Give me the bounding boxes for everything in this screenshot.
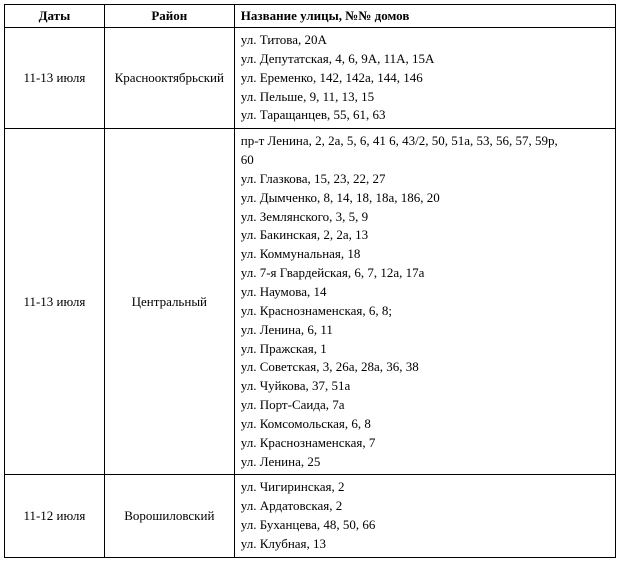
header-district: Район: [104, 5, 234, 28]
street-line: ул. Еременко, 142, 142а, 144, 146: [241, 69, 609, 88]
street-line: ул. Коммунальная, 18: [241, 245, 609, 264]
street-line: ул. Таращанцев, 55, 61, 63: [241, 106, 609, 125]
street-line: ул. Краснознаменская, 7: [241, 434, 609, 453]
table-row: 11-13 июляЦентральный пр-т Ленина, 2, 2а,…: [5, 129, 616, 475]
streets-cell: пр-т Ленина, 2, 2а, 5, 6, 41 6, 43/2, 50…: [234, 129, 615, 475]
street-line: ул. 7-я Гвардейская, 6, 7, 12а, 17а: [241, 264, 609, 283]
district-cell: Центральный: [104, 129, 234, 475]
street-line: ул. Чигиринская, 2: [241, 478, 609, 497]
street-line: ул. Ленина, 6, 11: [241, 321, 609, 340]
street-line: ул. Ленина, 25: [241, 453, 609, 472]
street-line: ул. Глазкова, 15, 23, 22, 27: [241, 170, 609, 189]
street-line: ул. Ардатовская, 2: [241, 497, 609, 516]
dates-cell: 11-13 июля: [5, 28, 105, 129]
street-line: ул. Наумова, 14: [241, 283, 609, 302]
street-line: ул. Бакинская, 2, 2а, 13: [241, 226, 609, 245]
street-line: ул. Пельше, 9, 11, 13, 15: [241, 88, 609, 107]
table-row: 11-13 июляКраснооктябрьскийул. Титова, 2…: [5, 28, 616, 129]
street-line: ул. Комсомольская, 6, 8: [241, 415, 609, 434]
header-row: Даты Район Название улицы, №№ домов: [5, 5, 616, 28]
street-line: ул. Титова, 20А: [241, 31, 609, 50]
street-line: 60: [241, 151, 609, 170]
street-line: пр-т Ленина, 2, 2а, 5, 6, 41 6, 43/2, 50…: [241, 132, 609, 151]
dates-cell: 11-12 июля: [5, 475, 105, 557]
district-cell: Краснооктябрьский: [104, 28, 234, 129]
street-line: ул. Дымченко, 8, 14, 18, 18а, 186, 20: [241, 189, 609, 208]
street-line: ул. Порт-Саида, 7а: [241, 396, 609, 415]
table-row: 11-12 июляВорошиловскийул. Чигиринская, …: [5, 475, 616, 557]
street-line: ул. Краснознаменская, 6, 8;: [241, 302, 609, 321]
header-dates: Даты: [5, 5, 105, 28]
street-line: ул. Чуйкова, 37, 51а: [241, 377, 609, 396]
street-line: ул. Буханцева, 48, 50, 66: [241, 516, 609, 535]
header-streets: Название улицы, №№ домов: [234, 5, 615, 28]
street-line: ул. Клубная, 13: [241, 535, 609, 554]
dates-cell: 11-13 июля: [5, 129, 105, 475]
district-cell: Ворошиловский: [104, 475, 234, 557]
street-line: ул. Советская, 3, 26а, 28а, 36, 38: [241, 358, 609, 377]
schedule-table: Даты Район Название улицы, №№ домов 11-1…: [4, 4, 616, 558]
street-line: ул. Пражская, 1: [241, 340, 609, 359]
streets-cell: ул. Титова, 20Аул. Депутатская, 4, 6, 9А…: [234, 28, 615, 129]
street-line: ул. Депутатская, 4, 6, 9А, 11А, 15А: [241, 50, 609, 69]
street-line: ул. Землянского, 3, 5, 9: [241, 208, 609, 227]
streets-cell: ул. Чигиринская, 2ул. Ардатовская, 2ул. …: [234, 475, 615, 557]
